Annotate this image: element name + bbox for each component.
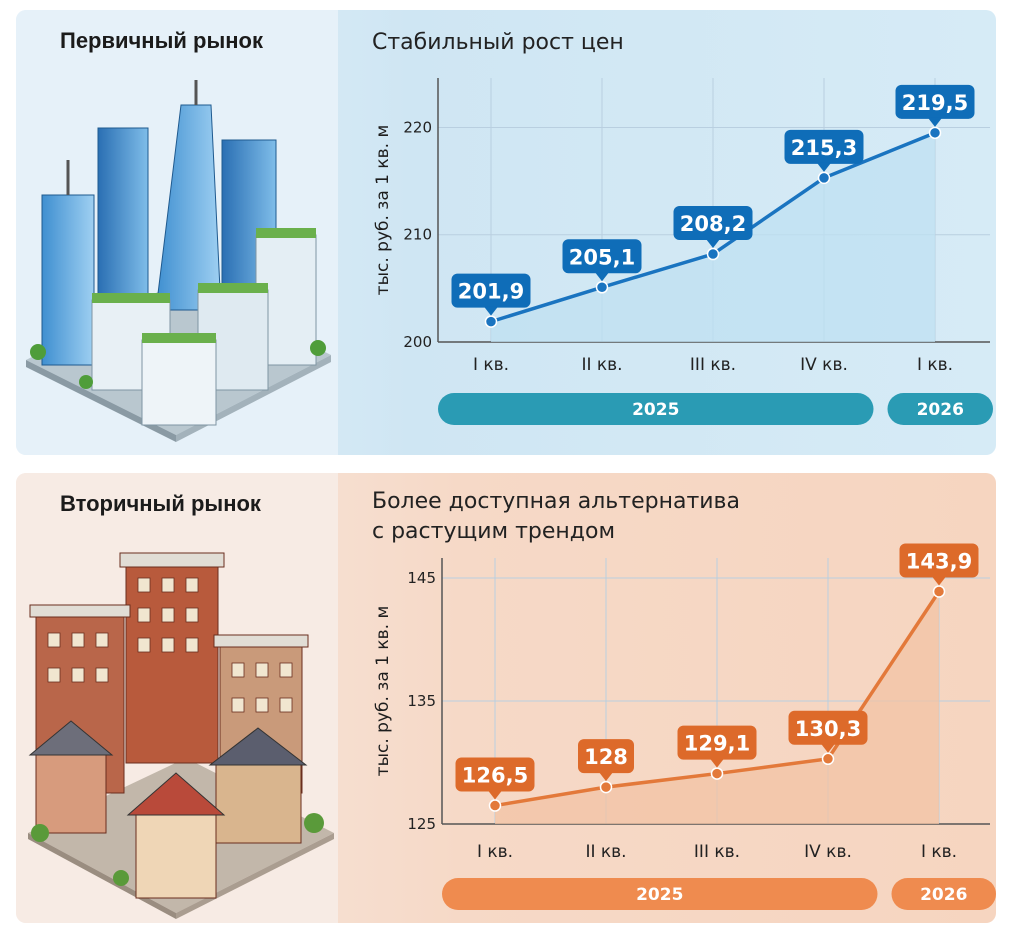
series-area — [495, 591, 939, 824]
year-group-bar — [891, 878, 996, 910]
data-label: 130,3 — [795, 717, 861, 741]
data-point — [817, 171, 831, 185]
data-point — [928, 126, 942, 140]
data-label-pointer — [928, 117, 942, 127]
data-label-box — [788, 710, 868, 745]
data-label-box — [451, 273, 531, 308]
primary-market-card: Первичный рынок — [16, 10, 338, 455]
data-label-pointer — [932, 576, 946, 586]
y-tick-label: 145 — [407, 569, 436, 587]
data-label-pointer — [599, 772, 613, 782]
secondary-chart-title-line1: Более доступная альтернатива — [372, 489, 741, 514]
brick-houses-illustration — [28, 552, 334, 919]
data-label: 128 — [584, 745, 628, 769]
x-category-label: I кв. — [917, 355, 953, 375]
y-tick-label: 220 — [403, 118, 432, 136]
data-label-pointer — [706, 239, 720, 249]
data-label: 215,3 — [791, 136, 857, 160]
data-label-pointer — [817, 162, 831, 172]
data-label: 208,2 — [680, 212, 746, 236]
y-tick-label: 210 — [403, 226, 432, 244]
secondary-market-card: Вторичный рынок — [16, 473, 338, 923]
data-label-pointer — [595, 272, 609, 282]
y-tick-label: 135 — [407, 692, 436, 710]
data-label-box — [673, 206, 753, 241]
year-group-label: 2025 — [636, 885, 683, 905]
secondary-market-panel: Вторичный рынок Более доступная альтерна… — [16, 473, 996, 923]
data-label: 205,1 — [569, 245, 635, 269]
data-label-box — [562, 239, 642, 274]
data-label-box — [677, 725, 757, 760]
year-group-label: 2026 — [920, 885, 967, 905]
y-axis-label: тыс. руб. за 1 кв. м — [373, 125, 393, 296]
data-label-pointer — [821, 743, 835, 753]
x-category-label: II кв. — [581, 355, 622, 375]
y-axis-label: тыс. руб. за 1 кв. м — [373, 606, 393, 777]
year-group-bar — [442, 878, 878, 910]
data-label: 219,5 — [902, 91, 968, 115]
data-label-box — [784, 129, 864, 164]
primary-chart-title: Стабильный рост цен — [372, 30, 624, 55]
data-label-pointer — [710, 758, 724, 768]
primary-market-title: Первичный рынок — [60, 28, 263, 53]
year-group-bar — [438, 393, 874, 425]
x-category-label: II кв. — [585, 842, 626, 862]
y-tick-label: 125 — [407, 815, 436, 833]
secondary-market-title: Вторичный рынок — [60, 491, 261, 516]
x-category-label: III кв. — [694, 842, 740, 862]
x-category-label: I кв. — [477, 842, 513, 862]
x-category-label: I кв. — [921, 842, 957, 862]
glass-skyscrapers-illustration — [26, 80, 331, 442]
data-label-pointer — [488, 790, 502, 800]
data-label: 201,9 — [458, 280, 524, 304]
data-point — [488, 799, 502, 812]
secondary-price-chart: тыс. руб. за 1 кв. м 125 135 145 126,5 128 129… — [373, 543, 996, 910]
primary-market-panel: Первичный рынок Стабильный рост цен тыс.… — [16, 10, 996, 455]
x-category-label: I кв. — [473, 355, 509, 375]
data-point — [599, 780, 613, 794]
data-point — [821, 752, 835, 766]
primary-price-chart: тыс. руб. за 1 кв. м 200 210 220 201,9 205,1 2… — [373, 78, 993, 425]
data-point — [932, 585, 946, 598]
data-label: 129,1 — [684, 732, 750, 756]
data-label-box — [455, 757, 535, 792]
x-category-label: III кв. — [690, 355, 736, 375]
data-point — [484, 315, 498, 328]
data-point — [595, 281, 609, 294]
year-group-bar — [887, 393, 993, 425]
data-label-pointer — [484, 306, 498, 316]
data-label: 143,9 — [906, 550, 972, 574]
secondary-chart-title-line2: с растущим трендом — [372, 519, 616, 544]
data-point — [706, 247, 720, 261]
data-label: 126,5 — [462, 764, 528, 788]
secondary-chart-title: Более доступная альтернатива с растущим … — [372, 487, 740, 547]
data-label-box — [895, 84, 975, 119]
data-label-box — [899, 543, 979, 578]
y-tick-label: 200 — [403, 333, 432, 351]
year-group-label: 2026 — [917, 400, 964, 420]
x-category-label: IV кв. — [804, 842, 852, 862]
year-group-label: 2025 — [632, 400, 679, 420]
data-point — [710, 767, 724, 780]
x-category-label: IV кв. — [800, 355, 848, 375]
data-label-box — [578, 739, 634, 774]
